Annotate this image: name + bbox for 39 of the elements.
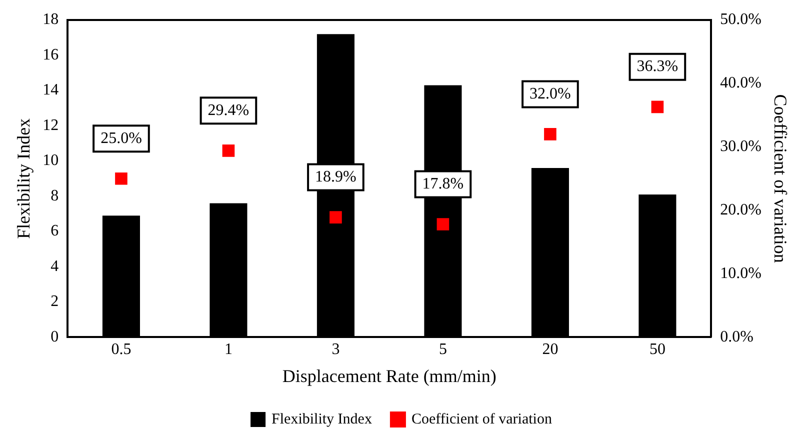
legend-label: Coefficient of variation (411, 411, 552, 428)
data-label: 36.3% (636, 58, 678, 76)
y2-tick-label: 30.0% (720, 138, 762, 156)
data-label: 29.4% (208, 102, 250, 119)
x-tick-label: 0.5 (111, 341, 132, 358)
point (115, 172, 128, 185)
y-tick-label: 14 (42, 82, 59, 99)
y-tick-label: 18 (42, 11, 59, 28)
point (222, 144, 235, 157)
x-tick-label: 20 (542, 341, 558, 358)
y-tick-label: 12 (42, 116, 59, 134)
y-tick-label: 6 (50, 222, 59, 240)
x-tick-label: 5 (438, 341, 447, 358)
data-label: 32.0% (530, 85, 571, 102)
legend-label: Flexibility Index (272, 411, 372, 428)
data-label: 25.0% (100, 130, 142, 147)
point (651, 100, 664, 114)
y-tick-label: 4 (50, 258, 59, 275)
x-tick-label: 3 (332, 341, 340, 358)
y-tick-label: 2 (50, 293, 59, 310)
x-tick-label: 50 (649, 341, 666, 358)
y2-tick-label: 40.0% (720, 74, 762, 92)
y2-tick-label: 0.0% (720, 328, 754, 346)
y2-axis-title: Coefficient of variation (770, 94, 790, 263)
point (544, 128, 556, 140)
y-tick-label: 0 (50, 328, 59, 346)
data-label: 18.9% (315, 168, 356, 186)
x-tick-label: 1 (224, 341, 232, 358)
y2-tick-label: 20.0% (720, 202, 762, 219)
point (330, 211, 342, 224)
y-axis-title: Flexibility Index (14, 118, 34, 239)
data-label: 17.8% (422, 175, 464, 192)
x-axis-title: Displacement Rate (mm/min) (282, 366, 496, 386)
y2-tick-label: 50.0% (720, 11, 762, 28)
y-tick-label: 8 (50, 187, 59, 204)
y-tick-label: 16 (42, 46, 59, 64)
y2-tick-label: 10.0% (720, 264, 762, 282)
y-tick-label: 10 (42, 152, 59, 170)
point (436, 218, 450, 230)
